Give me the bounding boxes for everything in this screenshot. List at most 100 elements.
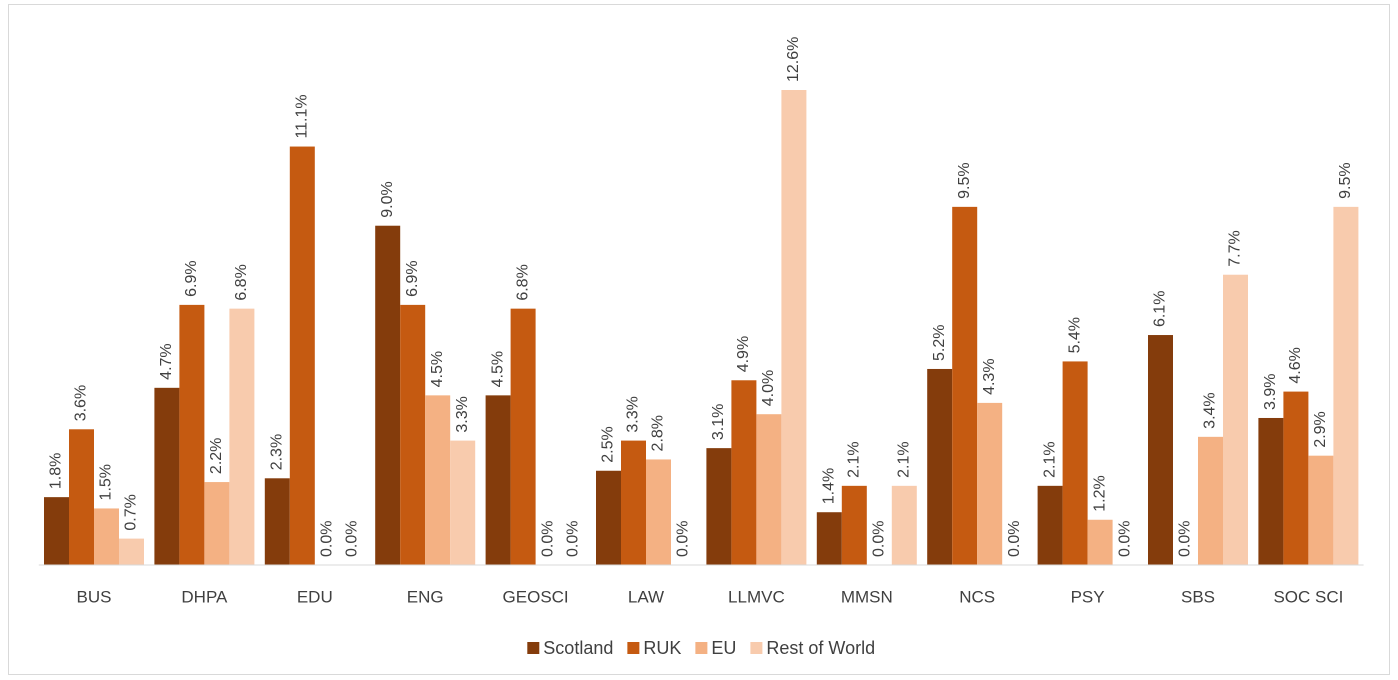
value-label: 12.6% bbox=[785, 37, 802, 82]
value-label: 7.7% bbox=[1227, 230, 1244, 266]
value-label: 9.5% bbox=[1337, 162, 1354, 198]
value-label: 0.0% bbox=[344, 521, 361, 557]
value-label: 4.0% bbox=[760, 370, 777, 406]
bar bbox=[1148, 335, 1173, 565]
value-label: 3.3% bbox=[625, 396, 642, 432]
bar bbox=[450, 440, 476, 565]
value-label: 2.1% bbox=[846, 441, 863, 477]
value-label: 1.8% bbox=[48, 453, 65, 489]
legend-swatch bbox=[750, 642, 763, 654]
bar bbox=[596, 470, 621, 565]
bar bbox=[927, 368, 953, 565]
value-label: 0.0% bbox=[1116, 521, 1133, 557]
value-label: 3.4% bbox=[1202, 392, 1219, 428]
value-label: 6.9% bbox=[404, 260, 421, 296]
x-tick-label: DHPA bbox=[181, 587, 228, 606]
bar bbox=[781, 90, 807, 565]
value-label: 4.6% bbox=[1287, 347, 1304, 383]
bar bbox=[94, 508, 119, 565]
x-tick-label: MMSN bbox=[841, 587, 893, 606]
value-label: 9.5% bbox=[956, 162, 973, 198]
bar bbox=[44, 497, 69, 565]
bar bbox=[264, 478, 290, 565]
x-tick-label: PSY bbox=[1071, 587, 1105, 606]
legend-label: EU bbox=[711, 638, 736, 658]
bar bbox=[229, 308, 255, 565]
value-label: 4.7% bbox=[158, 343, 175, 379]
bar bbox=[1283, 391, 1309, 565]
bar bbox=[952, 206, 978, 565]
legend-swatch bbox=[627, 642, 640, 654]
legend-label: RUK bbox=[643, 638, 681, 658]
value-label: 3.1% bbox=[710, 404, 727, 440]
value-label: 4.9% bbox=[735, 336, 752, 372]
value-label: 0.0% bbox=[539, 521, 556, 557]
bar bbox=[485, 395, 511, 565]
value-label: 3.6% bbox=[73, 385, 90, 421]
value-label: 6.9% bbox=[183, 260, 200, 296]
value-label: 5.2% bbox=[931, 324, 948, 360]
bar bbox=[621, 440, 646, 565]
value-label: 2.9% bbox=[1312, 411, 1329, 447]
x-tick-label: ENG bbox=[407, 587, 444, 606]
value-label: 2.1% bbox=[1041, 441, 1058, 477]
bar bbox=[816, 512, 842, 565]
value-label: 4.5% bbox=[429, 351, 446, 387]
x-tick-label: GEOSCI bbox=[503, 587, 569, 606]
bar bbox=[1308, 455, 1334, 565]
value-label: 4.3% bbox=[981, 358, 998, 394]
bar bbox=[977, 402, 1003, 565]
value-label: 2.1% bbox=[896, 441, 913, 477]
bar bbox=[1198, 436, 1223, 565]
x-tick-label: SOC SCI bbox=[1273, 587, 1343, 606]
legend-swatch bbox=[695, 642, 708, 654]
value-label: 0.0% bbox=[1006, 521, 1023, 557]
value-label: 2.5% bbox=[600, 426, 617, 462]
bar bbox=[510, 308, 536, 565]
bar bbox=[179, 304, 205, 565]
value-label: 2.3% bbox=[269, 434, 286, 470]
value-label: 6.8% bbox=[514, 264, 531, 300]
value-label: 6.1% bbox=[1152, 291, 1169, 327]
value-label: 11.1% bbox=[294, 94, 311, 138]
bar bbox=[400, 304, 426, 565]
value-label: 0.0% bbox=[675, 521, 692, 557]
value-label: 1.5% bbox=[98, 464, 115, 500]
bar bbox=[69, 429, 94, 565]
legend-label: Rest of World bbox=[766, 638, 875, 658]
bar bbox=[289, 146, 315, 566]
bar bbox=[1223, 274, 1248, 565]
bar bbox=[706, 448, 732, 565]
value-label: 0.0% bbox=[319, 521, 336, 557]
value-label: 4.5% bbox=[489, 351, 506, 387]
chart-frame bbox=[8, 4, 1390, 675]
x-tick-label: LLMVC bbox=[728, 587, 785, 606]
bar bbox=[375, 225, 401, 565]
value-label: 0.0% bbox=[564, 521, 581, 557]
legend-label: Scotland bbox=[543, 638, 613, 658]
bar bbox=[841, 485, 867, 565]
value-label: 2.8% bbox=[650, 415, 667, 451]
value-label: 3.9% bbox=[1262, 374, 1279, 410]
bar bbox=[731, 380, 757, 565]
legend-swatch bbox=[527, 642, 540, 654]
value-label: 1.4% bbox=[821, 468, 838, 504]
value-label: 5.4% bbox=[1066, 317, 1083, 353]
value-label: 0.0% bbox=[1177, 521, 1194, 557]
value-label: 0.7% bbox=[123, 494, 140, 530]
bar bbox=[756, 414, 782, 565]
value-label: 1.2% bbox=[1091, 475, 1108, 511]
value-label: 0.0% bbox=[871, 521, 888, 557]
bar bbox=[1087, 519, 1113, 565]
bar bbox=[119, 538, 144, 565]
bar bbox=[1333, 206, 1359, 565]
bar bbox=[891, 485, 917, 565]
x-tick-label: SBS bbox=[1181, 587, 1215, 606]
bar bbox=[1258, 417, 1284, 565]
bar bbox=[425, 395, 451, 565]
bar bbox=[1062, 361, 1088, 565]
bar bbox=[204, 482, 230, 565]
x-tick-label: LAW bbox=[628, 587, 664, 606]
